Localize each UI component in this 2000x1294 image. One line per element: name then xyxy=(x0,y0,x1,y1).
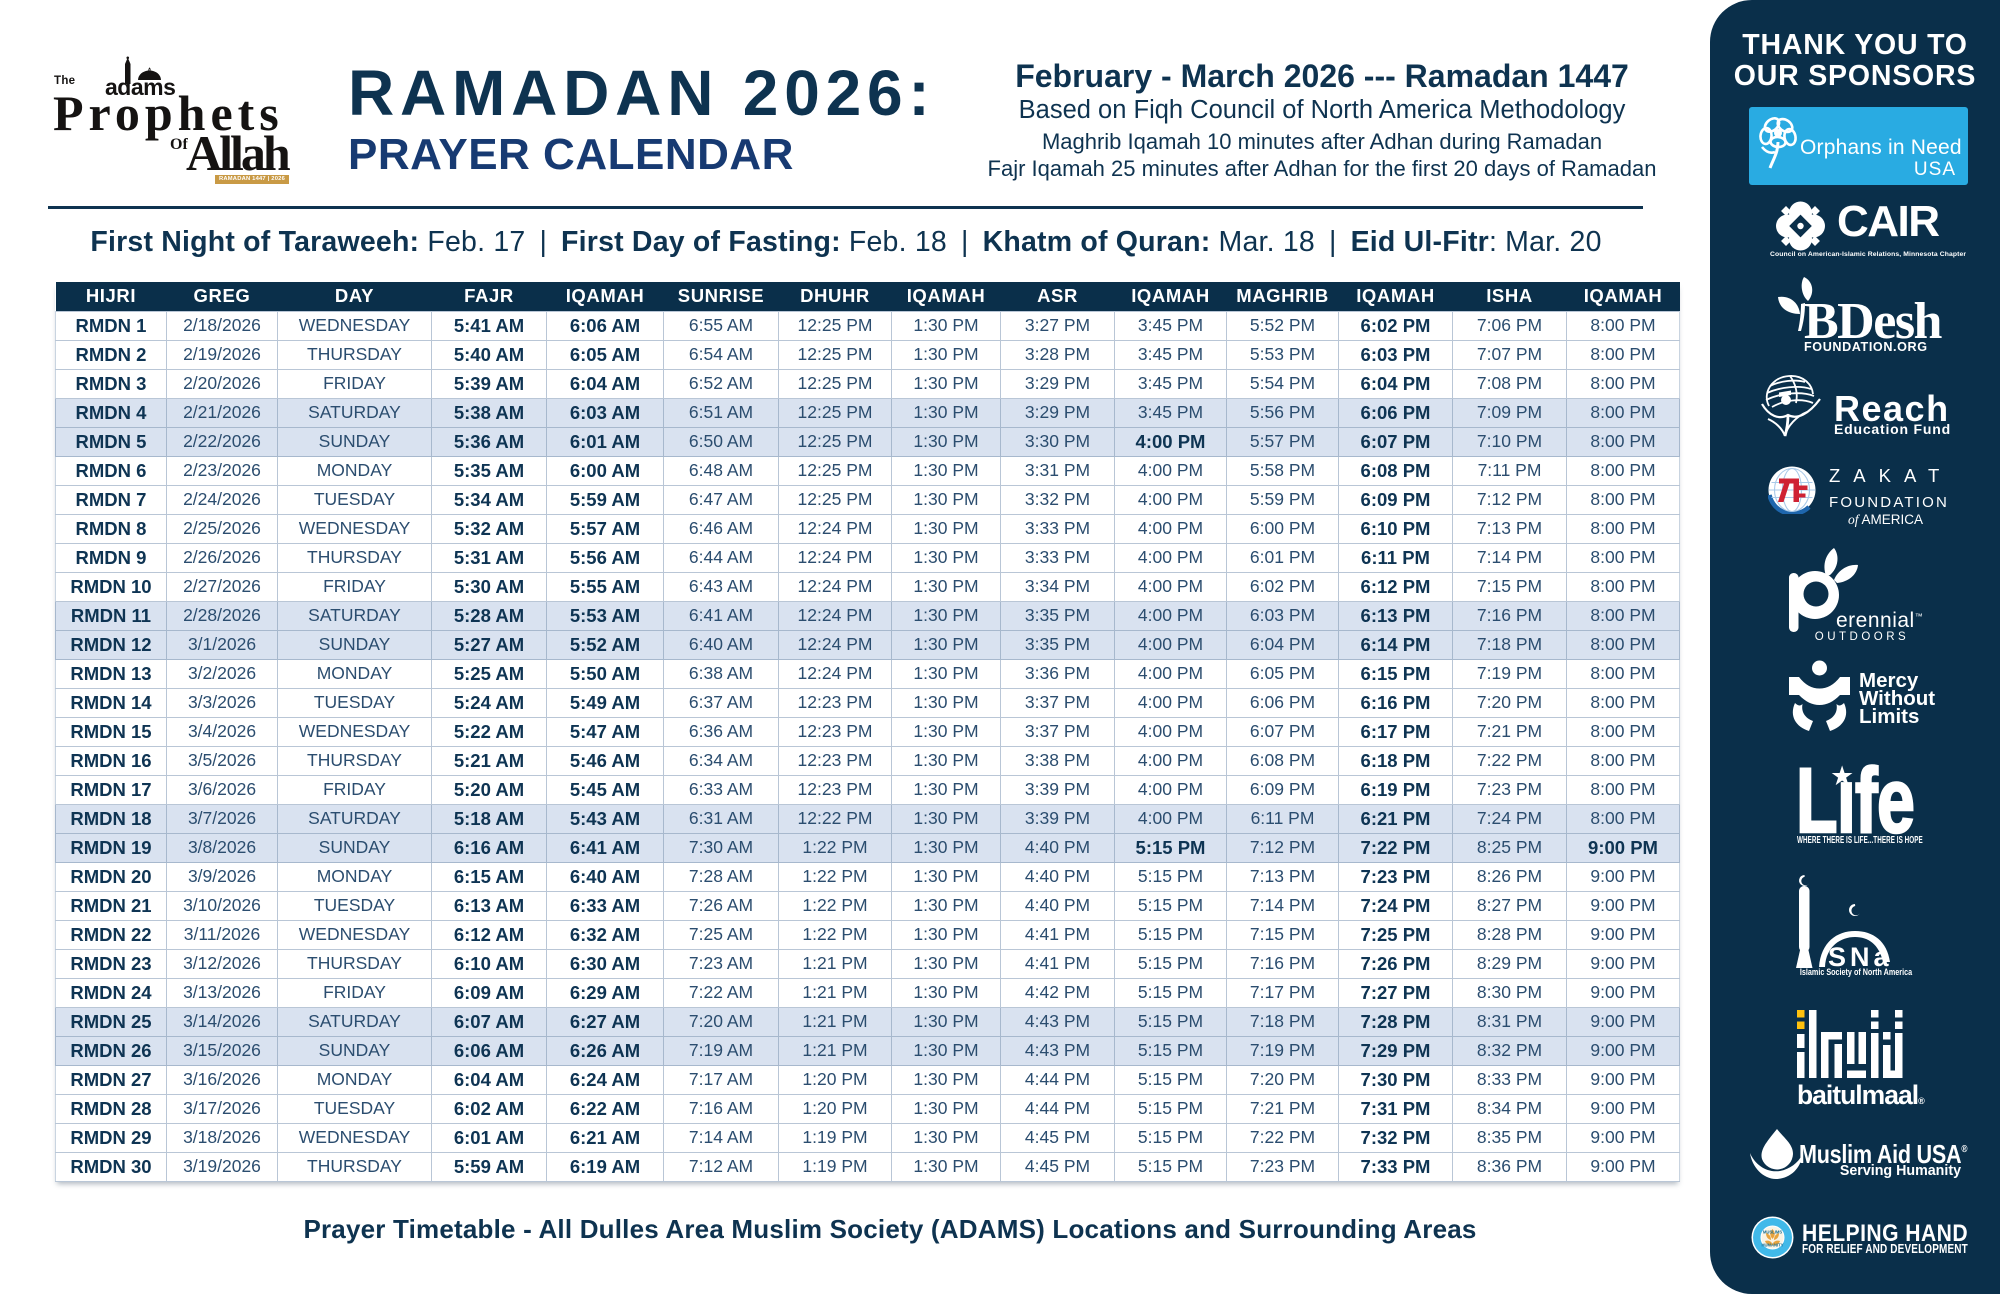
svg-text:adams: adams xyxy=(105,74,175,97)
svg-text:MUSLIMS: MUSLIMS xyxy=(1763,1230,1783,1235)
svg-text:SNa: SNa xyxy=(1828,942,1893,970)
svg-text:HUMANITY: HUMANITY xyxy=(1761,1243,1783,1248)
